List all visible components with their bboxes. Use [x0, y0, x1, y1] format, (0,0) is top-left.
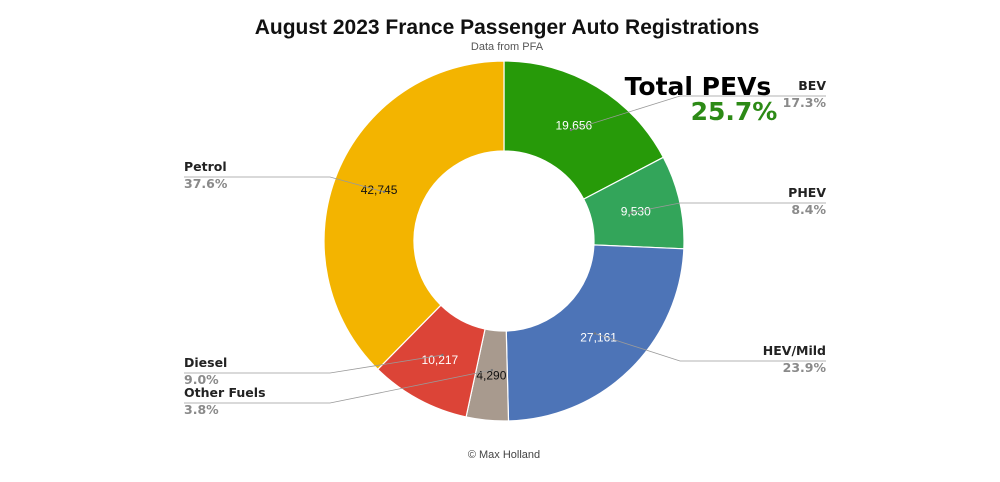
- leader-dot-phev: [629, 211, 632, 214]
- category-label-hev-mild: HEV/Mild: [763, 343, 826, 358]
- slice-petrol: [323, 60, 505, 371]
- leader-line-hev-mild: [594, 333, 826, 362]
- slices-layer: [323, 60, 685, 422]
- category-label-bev: BEV: [798, 78, 826, 93]
- leader-line-diesel: [184, 354, 443, 374]
- category-label-diesel: Diesel: [184, 355, 227, 370]
- leader-dot-other-fuels: [490, 368, 494, 372]
- category-label-petrol: Petrol: [184, 159, 227, 174]
- leader-line-other-fuels: [184, 369, 492, 404]
- pev-annotation-title: Total PEVs: [625, 72, 772, 101]
- percent-label-other-fuels: 3.8%: [184, 402, 219, 417]
- percent-label-hev-mild: 23.9%: [783, 360, 827, 375]
- percent-label-diesel: 9.0%: [184, 372, 219, 387]
- leader-line-petrol: [184, 176, 385, 193]
- percent-label-petrol: 37.6%: [184, 176, 228, 191]
- leader-dot-diesel: [441, 353, 444, 357]
- chart-credit: © Max Holland: [468, 449, 540, 461]
- labels-layer: 19,656BEV17.3%9,530PHEV8.4%27,161HEV/Mil…: [184, 78, 826, 417]
- percent-label-phev: 8.4%: [791, 202, 826, 217]
- percent-label-bev: 17.3%: [783, 95, 827, 110]
- value-label-diesel: 10,217: [422, 353, 459, 367]
- chart-subtitle: Data from PFA: [471, 41, 544, 53]
- pev-annotation-value: 25.7%: [691, 97, 778, 126]
- leader-dot-petrol: [382, 190, 386, 194]
- value-label-hev-mild: 27,161: [580, 330, 617, 344]
- leader-dot-bev: [569, 128, 573, 132]
- slice-bev: [503, 60, 665, 200]
- chart-title: August 2023 France Passenger Auto Regist…: [255, 16, 760, 39]
- category-label-phev: PHEV: [788, 185, 826, 200]
- leader-line-bev: [570, 95, 826, 131]
- value-label-petrol: 42,745: [361, 183, 398, 197]
- leader-line-phev: [630, 202, 826, 214]
- category-label-other-fuels: Other Fuels: [184, 385, 266, 400]
- leader-dot-hev-mild: [593, 332, 596, 335]
- value-label-bev: 19,656: [555, 118, 592, 132]
